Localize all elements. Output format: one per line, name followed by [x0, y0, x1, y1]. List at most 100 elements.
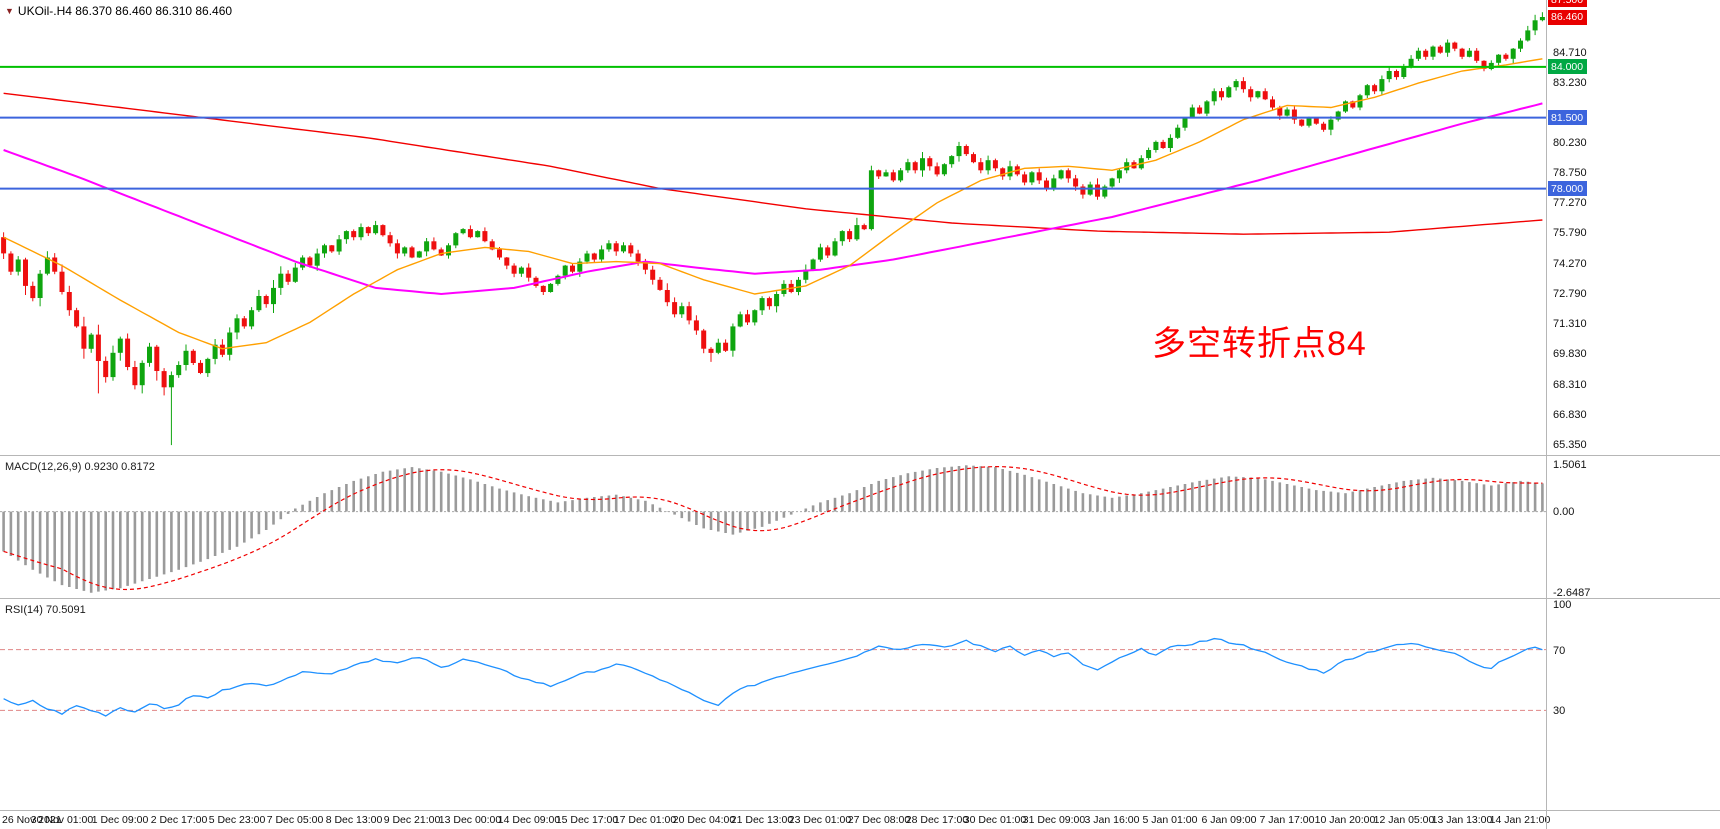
candle — [190, 350, 196, 363]
time-label: 30 Dec 01:00 — [963, 814, 1027, 826]
ma-fast-orange — [3, 58, 1543, 350]
candle — [1350, 101, 1356, 108]
price-tick-label: 71.310 — [1553, 318, 1587, 331]
macd-indicator-pane[interactable] — [0, 457, 1546, 598]
rsi-tick-label: 70 — [1553, 644, 1566, 657]
time-axis[interactable]: 26 Nov 2021 30 Nov 01:00 1 Dec 09:00 2 Dec … — [0, 810, 1550, 829]
time-label: 20 Dec 04:00 — [672, 814, 736, 826]
time-label: 15 Dec 17:00 — [555, 814, 619, 826]
candle — [504, 257, 510, 266]
candle — [1415, 50, 1421, 59]
candle — [949, 156, 955, 165]
price-badge-partial-top: 87.500 — [1548, 0, 1588, 7]
candle — [898, 170, 904, 181]
candle — [526, 267, 532, 278]
time-label: 9 Dec 21:00 — [383, 814, 441, 826]
candle — [1394, 71, 1399, 78]
candle — [577, 261, 583, 272]
candle — [1430, 46, 1436, 57]
candle — [336, 239, 342, 252]
chart-annotation-text: 多空转折点84 — [1152, 325, 1367, 363]
pane-separator[interactable] — [0, 598, 1720, 599]
candle — [883, 172, 889, 177]
candle — [715, 342, 721, 353]
candle — [300, 257, 306, 268]
time-label: 5 Dec 23:00 — [208, 814, 266, 826]
candle — [934, 166, 940, 175]
candle — [847, 231, 853, 240]
candle — [1401, 66, 1407, 77]
macd-pane-label: MACD(12,26,9) 0.9230 0.8172 — [5, 461, 155, 473]
price-tick-label: 83.230 — [1553, 76, 1587, 89]
time-label: 30 Nov 01:00 — [30, 814, 94, 826]
candle — [810, 259, 816, 270]
main-price-chart[interactable] — [0, 0, 1546, 455]
candle — [358, 227, 364, 238]
candle — [511, 265, 517, 274]
price-tick-label: 72.790 — [1553, 288, 1587, 301]
hline-78-badge: 78.000 — [1548, 181, 1588, 197]
symbol-ohlc-line: UKOil-.H4 86.370 86.460 86.310 86.460 — [17, 4, 233, 18]
candle — [139, 362, 145, 386]
candle — [205, 358, 211, 374]
price-tick-label: 80.230 — [1553, 137, 1587, 150]
price-tick-label: 69.830 — [1553, 348, 1587, 361]
candle — [1153, 141, 1159, 150]
candle — [402, 247, 408, 254]
candle — [584, 253, 590, 262]
candle — [380, 225, 386, 236]
candle — [1379, 79, 1385, 92]
candle — [1313, 117, 1319, 124]
candle — [1175, 127, 1181, 138]
hline-81-5-badge: 81.500 — [1548, 110, 1588, 126]
candle — [1109, 178, 1115, 187]
candle — [125, 338, 131, 367]
time-label: 21 Dec 13:00 — [730, 814, 794, 826]
time-label: 14 Dec 09:00 — [497, 814, 561, 826]
rsi-indicator-pane[interactable] — [0, 600, 1546, 810]
candle — [1029, 172, 1035, 183]
candle — [1335, 111, 1341, 120]
candle — [1423, 50, 1429, 57]
candle — [1321, 123, 1327, 130]
time-label: 28 Dec 17:00 — [905, 814, 969, 826]
candle — [365, 227, 371, 234]
candle — [686, 306, 692, 321]
price-axis[interactable]: 87.500 86.460 84.000 81.500 78.000 84.71… — [1546, 0, 1720, 829]
candle — [621, 245, 626, 252]
symbol-dropdown-icon[interactable]: ▼ — [5, 6, 14, 16]
candle — [868, 170, 874, 230]
candle — [518, 267, 524, 274]
candle — [1219, 91, 1224, 98]
pane-separator[interactable] — [0, 810, 1720, 811]
time-label: 7 Dec 05:00 — [266, 814, 324, 826]
candle — [212, 344, 218, 359]
candle — [1233, 81, 1239, 88]
candle — [664, 290, 670, 303]
time-label: 1 Dec 09:00 — [91, 814, 149, 826]
candle — [650, 269, 656, 280]
candle — [1532, 20, 1538, 31]
candle — [1452, 42, 1458, 49]
candle — [1284, 109, 1290, 116]
candle — [941, 164, 947, 175]
candle — [1058, 170, 1064, 179]
candle — [701, 330, 707, 349]
candle — [817, 247, 823, 260]
candle — [730, 326, 736, 351]
candle — [606, 243, 612, 250]
candle — [467, 229, 473, 238]
candle — [693, 320, 699, 331]
pane-separator[interactable] — [0, 455, 1720, 456]
candle — [1518, 40, 1523, 49]
candle — [23, 259, 28, 286]
candle — [963, 146, 969, 155]
candle — [307, 257, 313, 266]
candle — [796, 279, 801, 292]
candle — [1095, 184, 1100, 197]
candle — [1459, 48, 1465, 57]
candle — [1343, 101, 1348, 112]
candle — [278, 273, 284, 288]
time-label: 31 Dec 09:00 — [1022, 814, 1086, 826]
price-tick-label: 75.790 — [1553, 227, 1587, 240]
